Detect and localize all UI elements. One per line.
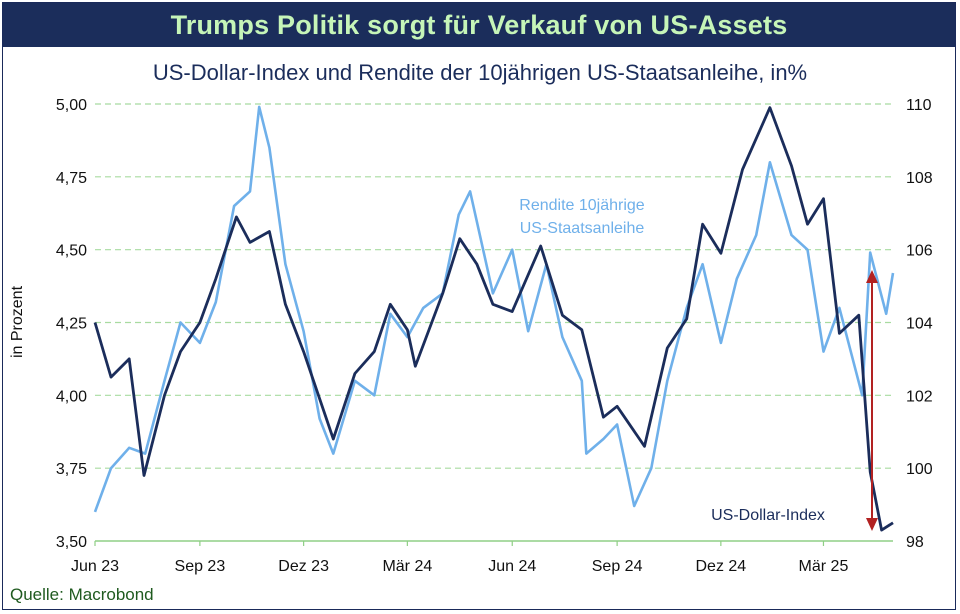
axes — [94, 540, 893, 546]
y-right-tick-label: 108 — [906, 170, 933, 187]
annotation-yield-line2: US-Staatsanleihe — [520, 220, 645, 237]
decline-arrow — [866, 270, 878, 531]
x-tick-label: Dez 24 — [696, 558, 747, 575]
yield-series-line — [93, 105, 895, 513]
y-right-tick-label: 98 — [906, 534, 924, 551]
x-tick-label: Sep 23 — [175, 558, 226, 575]
usd-index-series-line — [93, 106, 894, 532]
y-left-tick-label: 3,50 — [56, 534, 87, 551]
y-axis-label: in Prozent — [9, 285, 26, 358]
y-right-tick-label: 104 — [906, 316, 933, 333]
y-left-tick-label: 4,00 — [56, 388, 87, 405]
y-left-tick-label: 4,75 — [56, 170, 87, 187]
y-right-tick-label: 102 — [906, 388, 933, 405]
y-left-tick-label: 3,75 — [56, 461, 87, 478]
source-note: Quelle: Macrobond — [10, 585, 154, 604]
gridlines — [95, 103, 893, 469]
chart-subtitle: US-Dollar-Index und Rendite der 10jährig… — [152, 60, 808, 85]
x-tick-label: Jun 23 — [71, 558, 119, 575]
axis-labels: 3,50 3,75 4,00 4,25 4,50 4,75 5,00 98 100 102 104 1… — [56, 97, 933, 575]
y-left-tick-label: 4,25 — [56, 316, 87, 333]
x-tick-label: Dez 23 — [278, 558, 329, 575]
title-bar: Trumps Politik sorgt für Verkauf von US-… — [3, 3, 955, 47]
y-left-tick-label: 5,00 — [56, 97, 87, 114]
y-right-tick-label: 110 — [906, 97, 932, 114]
x-tick-label: Mär 24 — [382, 558, 432, 575]
series-lines — [93, 105, 895, 532]
chart-title: Trumps Politik sorgt für Verkauf von US-… — [170, 9, 788, 40]
y-right-tick-label: 100 — [906, 461, 933, 478]
y-left-tick-label: 4,50 — [56, 243, 87, 260]
x-tick-label: Jun 24 — [488, 558, 536, 575]
x-tick-label: Sep 24 — [592, 558, 643, 575]
annotation-usd: US-Dollar-Index — [711, 507, 825, 524]
annotation-yield-line1: Rendite 10jährige — [519, 197, 645, 214]
x-tick-label: Mär 25 — [799, 558, 849, 575]
y-right-tick-label: 106 — [906, 243, 933, 260]
